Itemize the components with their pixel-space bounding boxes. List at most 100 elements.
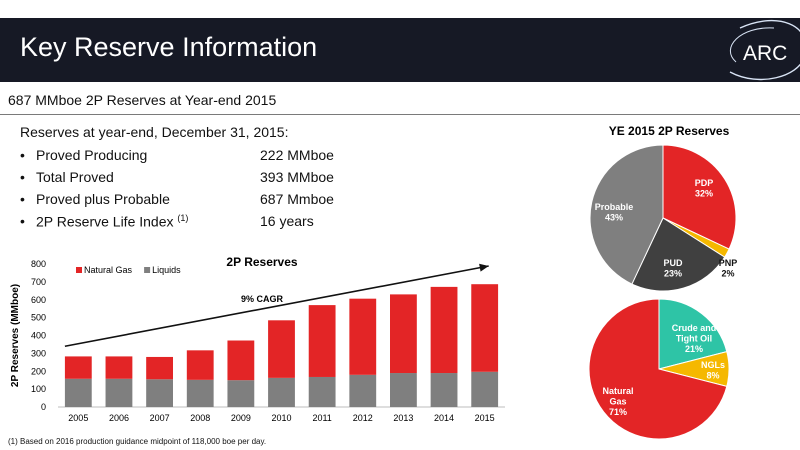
bullet-marker: • (20, 169, 25, 185)
bullet-label: Total Proved (36, 169, 114, 185)
bullet-label: Proved plus Probable (36, 191, 170, 207)
pie-label-pct: 21% (685, 344, 703, 354)
pie-label-name: NGLs (701, 360, 725, 370)
x-tick-label: 2013 (393, 413, 413, 423)
bullet-total-proved: • Total Proved 393 MMboe (20, 169, 360, 189)
legend-swatch (144, 267, 151, 273)
bar-segment-natural-gas (268, 320, 295, 378)
logo-text: ARC (743, 42, 787, 65)
pie-label-name: Crude and (672, 323, 717, 333)
arc-logo: ARC (729, 19, 800, 81)
pie-label-pct: 71% (609, 407, 627, 417)
cagr-arrow-head (479, 263, 489, 272)
bar-segment-natural-gas (105, 356, 133, 379)
reserves-heading: Reserves at year-end, December 31, 2015: (20, 124, 289, 140)
bar-segment-natural-gas (430, 286, 458, 374)
pie-slice-crude-and-tight-oil (658, 298, 728, 370)
bullet-label: Proved Producing (36, 147, 148, 163)
x-tick-label: 2009 (231, 413, 251, 423)
bullet-value: 16 years (260, 213, 314, 229)
bar-segment-natural-gas (389, 294, 417, 374)
y-tick-label: 200 (31, 366, 46, 376)
bullet-marker: • (20, 147, 25, 163)
slide-header: Key Reserve Information ARC (0, 18, 800, 82)
y-tick-label: 100 (31, 384, 46, 394)
x-tick-label: 2008 (190, 413, 210, 423)
bar-segment-liquids (308, 376, 336, 407)
y-axis-label: 2P Reserves (MMboe) (10, 284, 21, 387)
x-tick-label: 2014 (434, 413, 454, 423)
x-tick-label: 2015 (475, 413, 495, 423)
pie-slice-pud (631, 217, 726, 292)
pie-label-pct: 2% (721, 269, 734, 279)
reserves-bar-chart: 2P Reserves (MMboe) 0 100 200 300 400 500 600 70… (10, 255, 505, 423)
bar-segment-liquids (268, 377, 295, 407)
bar-segment-liquids (471, 371, 499, 407)
cagr-arrow-line (64, 265, 489, 348)
top-band (0, 0, 800, 18)
pie-label-pct: 32% (695, 189, 713, 199)
divider (0, 114, 800, 115)
bar-segment-liquids (349, 374, 377, 407)
x-tick-label: 2011 (312, 413, 331, 423)
y-tick-label: 600 (31, 295, 46, 305)
pie-label-name: PUD (663, 258, 683, 268)
slide-title: Key Reserve Information (20, 32, 318, 62)
pie-slice-pdp (662, 144, 737, 250)
pie-label-pct: 23% (664, 269, 682, 279)
pie-slice-probable (589, 144, 664, 285)
pie-label-name: Gas (609, 397, 626, 407)
pie-label-name: Tight Oil (676, 334, 712, 344)
bullet-reserve-life-index: • 2P Reserve Life Index (1) 16 years (20, 213, 360, 233)
bar-segment-liquids (146, 379, 174, 407)
bar-segment-liquids (389, 373, 417, 407)
x-tick-label: 2005 (68, 413, 88, 423)
pie-title: YE 2015 2P Reserves (609, 124, 730, 138)
y-tick-label: 400 (31, 331, 46, 341)
bullet-value: 687 Mmboe (260, 191, 334, 207)
pie-label-name: Natural (602, 386, 633, 396)
x-tick-label: 2007 (150, 413, 170, 423)
bar-segment-natural-gas (64, 356, 92, 379)
pie-slice-natural-gas (588, 298, 728, 440)
bullet-proved-producing: • Proved Producing 222 MMboe (20, 147, 360, 167)
x-tick-label: 2010 (271, 413, 291, 423)
bullet-value: 222 MMboe (260, 147, 334, 163)
pie-label-pct: 8% (706, 371, 719, 381)
bar-segment-natural-gas (186, 350, 214, 380)
y-tick-label: 700 (31, 277, 46, 287)
y-tick-label: 300 (31, 348, 46, 358)
chart-title: 2P Reserves (226, 255, 298, 269)
y-tick-label: 500 (31, 313, 46, 323)
footnote-ref: (1) (177, 213, 189, 223)
y-tick-label: 800 (31, 259, 46, 269)
bar-segment-liquids (430, 373, 458, 407)
pie-label-name: PNP (719, 258, 738, 268)
x-tick-label: 2006 (109, 413, 129, 423)
x-tick-label: 2012 (353, 413, 373, 423)
bullet-marker: • (20, 213, 25, 229)
pie-label-name: PDP (695, 178, 714, 188)
bar-segment-natural-gas (227, 340, 255, 381)
bar-segment-liquids (186, 379, 214, 407)
bar-segment-liquids (64, 378, 92, 407)
bar-segment-natural-gas (146, 356, 174, 380)
bullet-label: 2P Reserve Life Index (1) (36, 213, 188, 230)
pie-label-name: Probable (595, 202, 634, 212)
y-tick-label: 0 (41, 402, 46, 412)
bullet-value: 393 MMboe (260, 169, 334, 185)
bar-segment-natural-gas (471, 284, 499, 372)
bar-segment-liquids (105, 378, 133, 407)
bullet-proved-plus-probable: • Proved plus Probable 687 Mmboe (20, 191, 360, 211)
bar-segment-natural-gas (349, 298, 377, 375)
pie-label-pct: 43% (605, 213, 623, 223)
legend-label: Liquids (152, 265, 181, 275)
footnote: (1) Based on 2016 production guidance mi… (8, 437, 267, 446)
legend-label: Natural Gas (84, 265, 133, 275)
bar-segment-liquids (227, 380, 255, 407)
cagr-annotation: 9% CAGR (241, 294, 284, 304)
slide-subtitle: 687 MMboe 2P Reserves at Year-end 2015 (8, 92, 277, 108)
bar-segment-natural-gas (308, 305, 336, 377)
